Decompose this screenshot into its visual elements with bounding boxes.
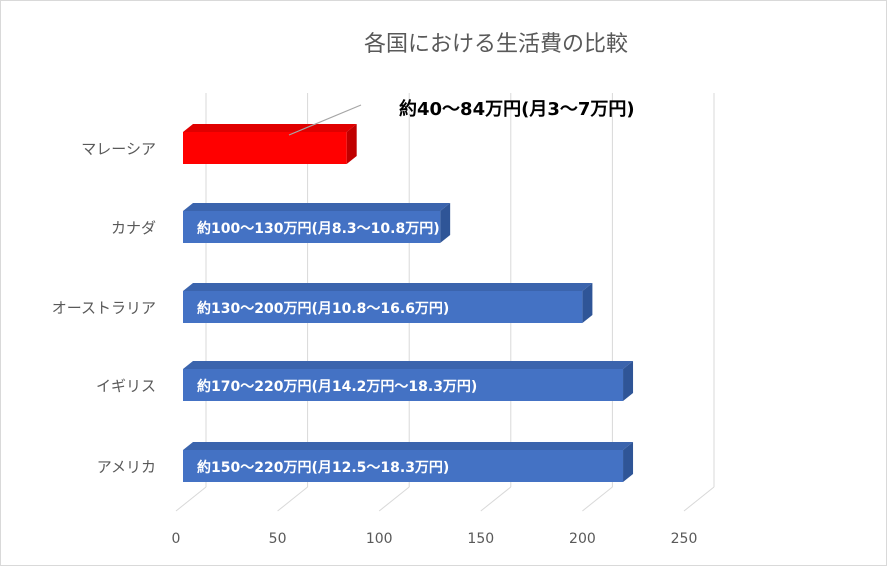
x-tick-label: 50 bbox=[269, 531, 287, 547]
x-tick-label: 150 bbox=[467, 531, 494, 547]
bar bbox=[183, 124, 357, 164]
x-axis-ticks: 0 50 100 150 200 250 bbox=[172, 531, 698, 547]
bar bbox=[183, 442, 634, 482]
bar bbox=[183, 361, 634, 401]
bar-front-face bbox=[183, 369, 624, 401]
chart-title: 各国における生活費の比較 bbox=[364, 32, 628, 57]
category-label: マレーシア bbox=[81, 140, 156, 158]
bar-top-face bbox=[183, 361, 634, 369]
callout-label: 約40～84万円(月3～7万円) bbox=[399, 98, 635, 120]
bar-side-face bbox=[623, 442, 634, 482]
bar-side-face bbox=[582, 283, 593, 323]
bar-side-face bbox=[346, 124, 357, 164]
bar-side-face bbox=[623, 361, 634, 401]
category-label: オーストラリア bbox=[52, 299, 156, 317]
bar-top-face bbox=[183, 124, 357, 132]
bar-front-face bbox=[183, 132, 347, 164]
bar bbox=[183, 283, 593, 323]
bar-data-label: 約100～130万円(月8.3～10.8万円) bbox=[197, 220, 440, 237]
bar-side-face bbox=[440, 203, 451, 243]
x-tick-label: 200 bbox=[569, 531, 596, 547]
bar-top-face bbox=[183, 442, 634, 450]
bar bbox=[183, 203, 451, 243]
bar-front-face bbox=[183, 450, 624, 482]
bars bbox=[183, 124, 634, 482]
bar-front-face bbox=[183, 291, 583, 323]
bar-top-face bbox=[183, 283, 593, 291]
gridline bbox=[683, 93, 715, 512]
callout-leader-line bbox=[288, 104, 362, 136]
x-tick-label: 100 bbox=[366, 531, 393, 547]
data-labels: 約40～84万円(月3～7万円) 約100～130万円(月8.3～10.8万円) 約… bbox=[197, 98, 635, 476]
bar-data-label: 約170～220万円(月14.2万円～18.3万円) bbox=[197, 378, 477, 395]
bar-data-label: 約150～220万円(月12.5～18.3万円) bbox=[197, 459, 449, 476]
bar-front-face bbox=[183, 211, 441, 243]
category-label: アメリカ bbox=[97, 458, 156, 476]
category-label: カナダ bbox=[111, 219, 156, 237]
bar-top-face bbox=[183, 203, 451, 211]
x-tick-label: 0 bbox=[172, 531, 181, 547]
x-tick-label: 250 bbox=[671, 531, 698, 547]
category-label: イギリス bbox=[96, 377, 156, 395]
bar-data-label: 約130～200万円(月10.8～16.6万円) bbox=[197, 300, 449, 317]
gridline bbox=[582, 93, 613, 512]
